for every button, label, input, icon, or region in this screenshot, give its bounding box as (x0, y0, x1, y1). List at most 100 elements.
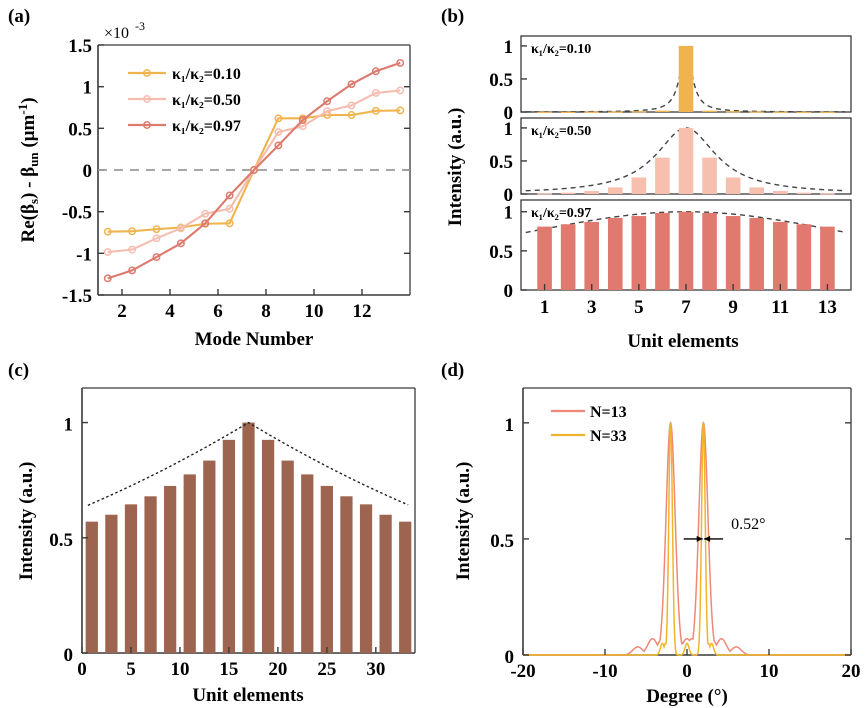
panel-a-marker (371, 67, 380, 76)
panel-c-bar (301, 474, 314, 653)
panel-a-legend-marker-0 (143, 69, 151, 77)
panel-a-marker (176, 239, 185, 248)
panel-a-marker (176, 224, 185, 233)
panel-c-bar (203, 460, 216, 653)
panel-b-bar (584, 191, 600, 194)
panel-d-ytick-label-2: 1 (505, 415, 515, 436)
panel-b-bar (537, 226, 552, 290)
panel-a-legend-marker-2 (143, 121, 151, 129)
panel-b-bar (796, 224, 812, 290)
panel-c-label: (c) (8, 360, 30, 381)
panel-b-bar (560, 224, 576, 290)
panel-a-xtick-4: 10 (305, 301, 324, 322)
panel-d-ylabel: Intensity (a.u.) (453, 462, 474, 581)
panel-d-annotation: 0.52° (683, 516, 765, 542)
panel-b-label: (b) (441, 6, 465, 27)
panel-a-marker (103, 248, 112, 257)
panel-a-xtick-3: 8 (261, 301, 271, 322)
panel-b-xtick-label-5: 11 (771, 297, 789, 318)
panel-b-ytick-label-0-0: 0 (504, 103, 514, 124)
panel-a-marker (225, 191, 234, 200)
panel-c-xtick-label-0: 0 (77, 659, 87, 680)
panel-c-bar (85, 521, 98, 653)
panel-b-bar (631, 216, 647, 290)
panel-b-bar (678, 45, 694, 113)
panel-b-bar (607, 218, 623, 290)
panel-a-mult-exp: -3 (135, 19, 145, 33)
panel-a-marker (152, 253, 161, 262)
panel-c-plot: 0 5 10 15 20 25 30 0 0.5 1 Unit elements Intensit… (16, 387, 416, 706)
panel-a-series-group (103, 58, 405, 283)
panel-a-marker (274, 141, 283, 150)
panel-b-bar (631, 111, 647, 113)
panel-a-marker (396, 86, 405, 95)
panel-c-ytick-label-1: 0.5 (49, 530, 73, 551)
panel-a-marker (274, 128, 283, 137)
panel-d-xtick-label-1: -10 (592, 661, 617, 682)
panel-c-ytick-label-0: 0 (64, 645, 74, 666)
panel-c-bars (85, 422, 412, 653)
panel-b-bar (772, 191, 788, 194)
panel-a-marker (128, 266, 137, 275)
panel-c-bar (183, 474, 196, 653)
panel-a-legend: κ₁/κ₂=0.10 κ₁/κ₂=0.50 κ₁/κ₂=0.97 (128, 66, 241, 135)
panel-b-xlabel: Unit elements (627, 331, 738, 352)
panel-a-ytick-5: 1 (83, 78, 93, 99)
panel-a-marker (201, 219, 210, 228)
ylab-a-6: -1 (15, 104, 30, 115)
panel-b-bar (655, 110, 670, 112)
panel-d-ytick-label-0: 0 (505, 647, 515, 668)
panel-d-axes (522, 387, 852, 656)
panel-d-curve-1 (523, 422, 851, 656)
panel-a-marker (128, 245, 137, 254)
panel-b-subplot-title-2: κ₁/κ₂=0.97 (531, 206, 591, 221)
panel-b-envelope-0 (525, 44, 846, 113)
panel-c-ticks: 0 5 10 15 20 25 30 0 0.5 1 (49, 415, 385, 680)
panel-b-bar (560, 111, 576, 113)
panel-b-bar (820, 111, 835, 113)
panel-b-plot: 0 0.5 1 κ₁/κ₂=0.10 0 0.5 1 κ₁/κ₂=0.50 0 0.5 1 κ₁/… (445, 35, 852, 352)
panel-a-marker (347, 101, 356, 110)
panel-a-marker (103, 274, 112, 283)
panel-b-bar (725, 177, 741, 194)
panel-a-xlabel: Mode Number (195, 329, 314, 350)
panel-c-bar (124, 504, 138, 653)
panel-b-ytick-label-0-1: 0.5 (489, 70, 513, 91)
panel-b-xaxis: 1 3 5 7 9 11 13 (540, 284, 837, 318)
panel-b-bar (560, 192, 576, 194)
panel-a-legend-label-0: κ₁/κ₂=0.10 (172, 66, 241, 83)
panel-b-ytick-label-1-1: 0.5 (489, 152, 513, 173)
panel-a-plot: -1.5 -1 -0.5 0 0.5 1 1.5 ×10 -3 (15, 19, 411, 350)
svg-text:Re(βs) - βun (μm-1): Re(βs) - βun (μm-1) (15, 97, 41, 242)
panel-c-bar (222, 439, 236, 653)
panel-b-bar (772, 221, 788, 290)
panel-b-bar (820, 226, 835, 290)
panel-a-marker (152, 225, 161, 234)
panel-b-bar (607, 111, 623, 113)
panel-c-bar (379, 514, 392, 653)
panel-d-legend-label-0: N=13 (590, 404, 627, 421)
panel-d-xtick-label-2: 0 (682, 661, 692, 682)
panel-b-bar (537, 193, 552, 195)
panel-a-marker (152, 234, 161, 243)
panel-a-marker (371, 88, 380, 97)
panel-b-bar (702, 157, 717, 194)
ylab-a-5: (μm (18, 114, 39, 152)
panel-c-bar (320, 485, 333, 653)
panel-c-ytick-label-2: 1 (64, 415, 74, 436)
panel-b-xtick-label-4: 9 (728, 297, 738, 318)
panel-b-bar (537, 111, 552, 113)
panel-a-xtick-1: 4 (165, 301, 175, 322)
panel-b-bar (702, 212, 717, 290)
panel-b-bar (655, 212, 670, 290)
panel-b-envelope-2 (525, 211, 846, 234)
panel-d-xtick-label-0: -20 (510, 661, 535, 682)
panel-a-xticks: 2 4 6 8 10 12 (117, 289, 372, 322)
panel-b-bar (655, 157, 670, 194)
panel-a-ylabel: Re(βs) - βun (μm-1) (15, 97, 41, 242)
panel-b-ytick-label-2-2: 1 (504, 203, 514, 224)
panel-a-marker (274, 114, 283, 123)
panel-a-marker (225, 204, 234, 213)
panel-b-ytick-label-2-0: 0 (504, 281, 514, 302)
